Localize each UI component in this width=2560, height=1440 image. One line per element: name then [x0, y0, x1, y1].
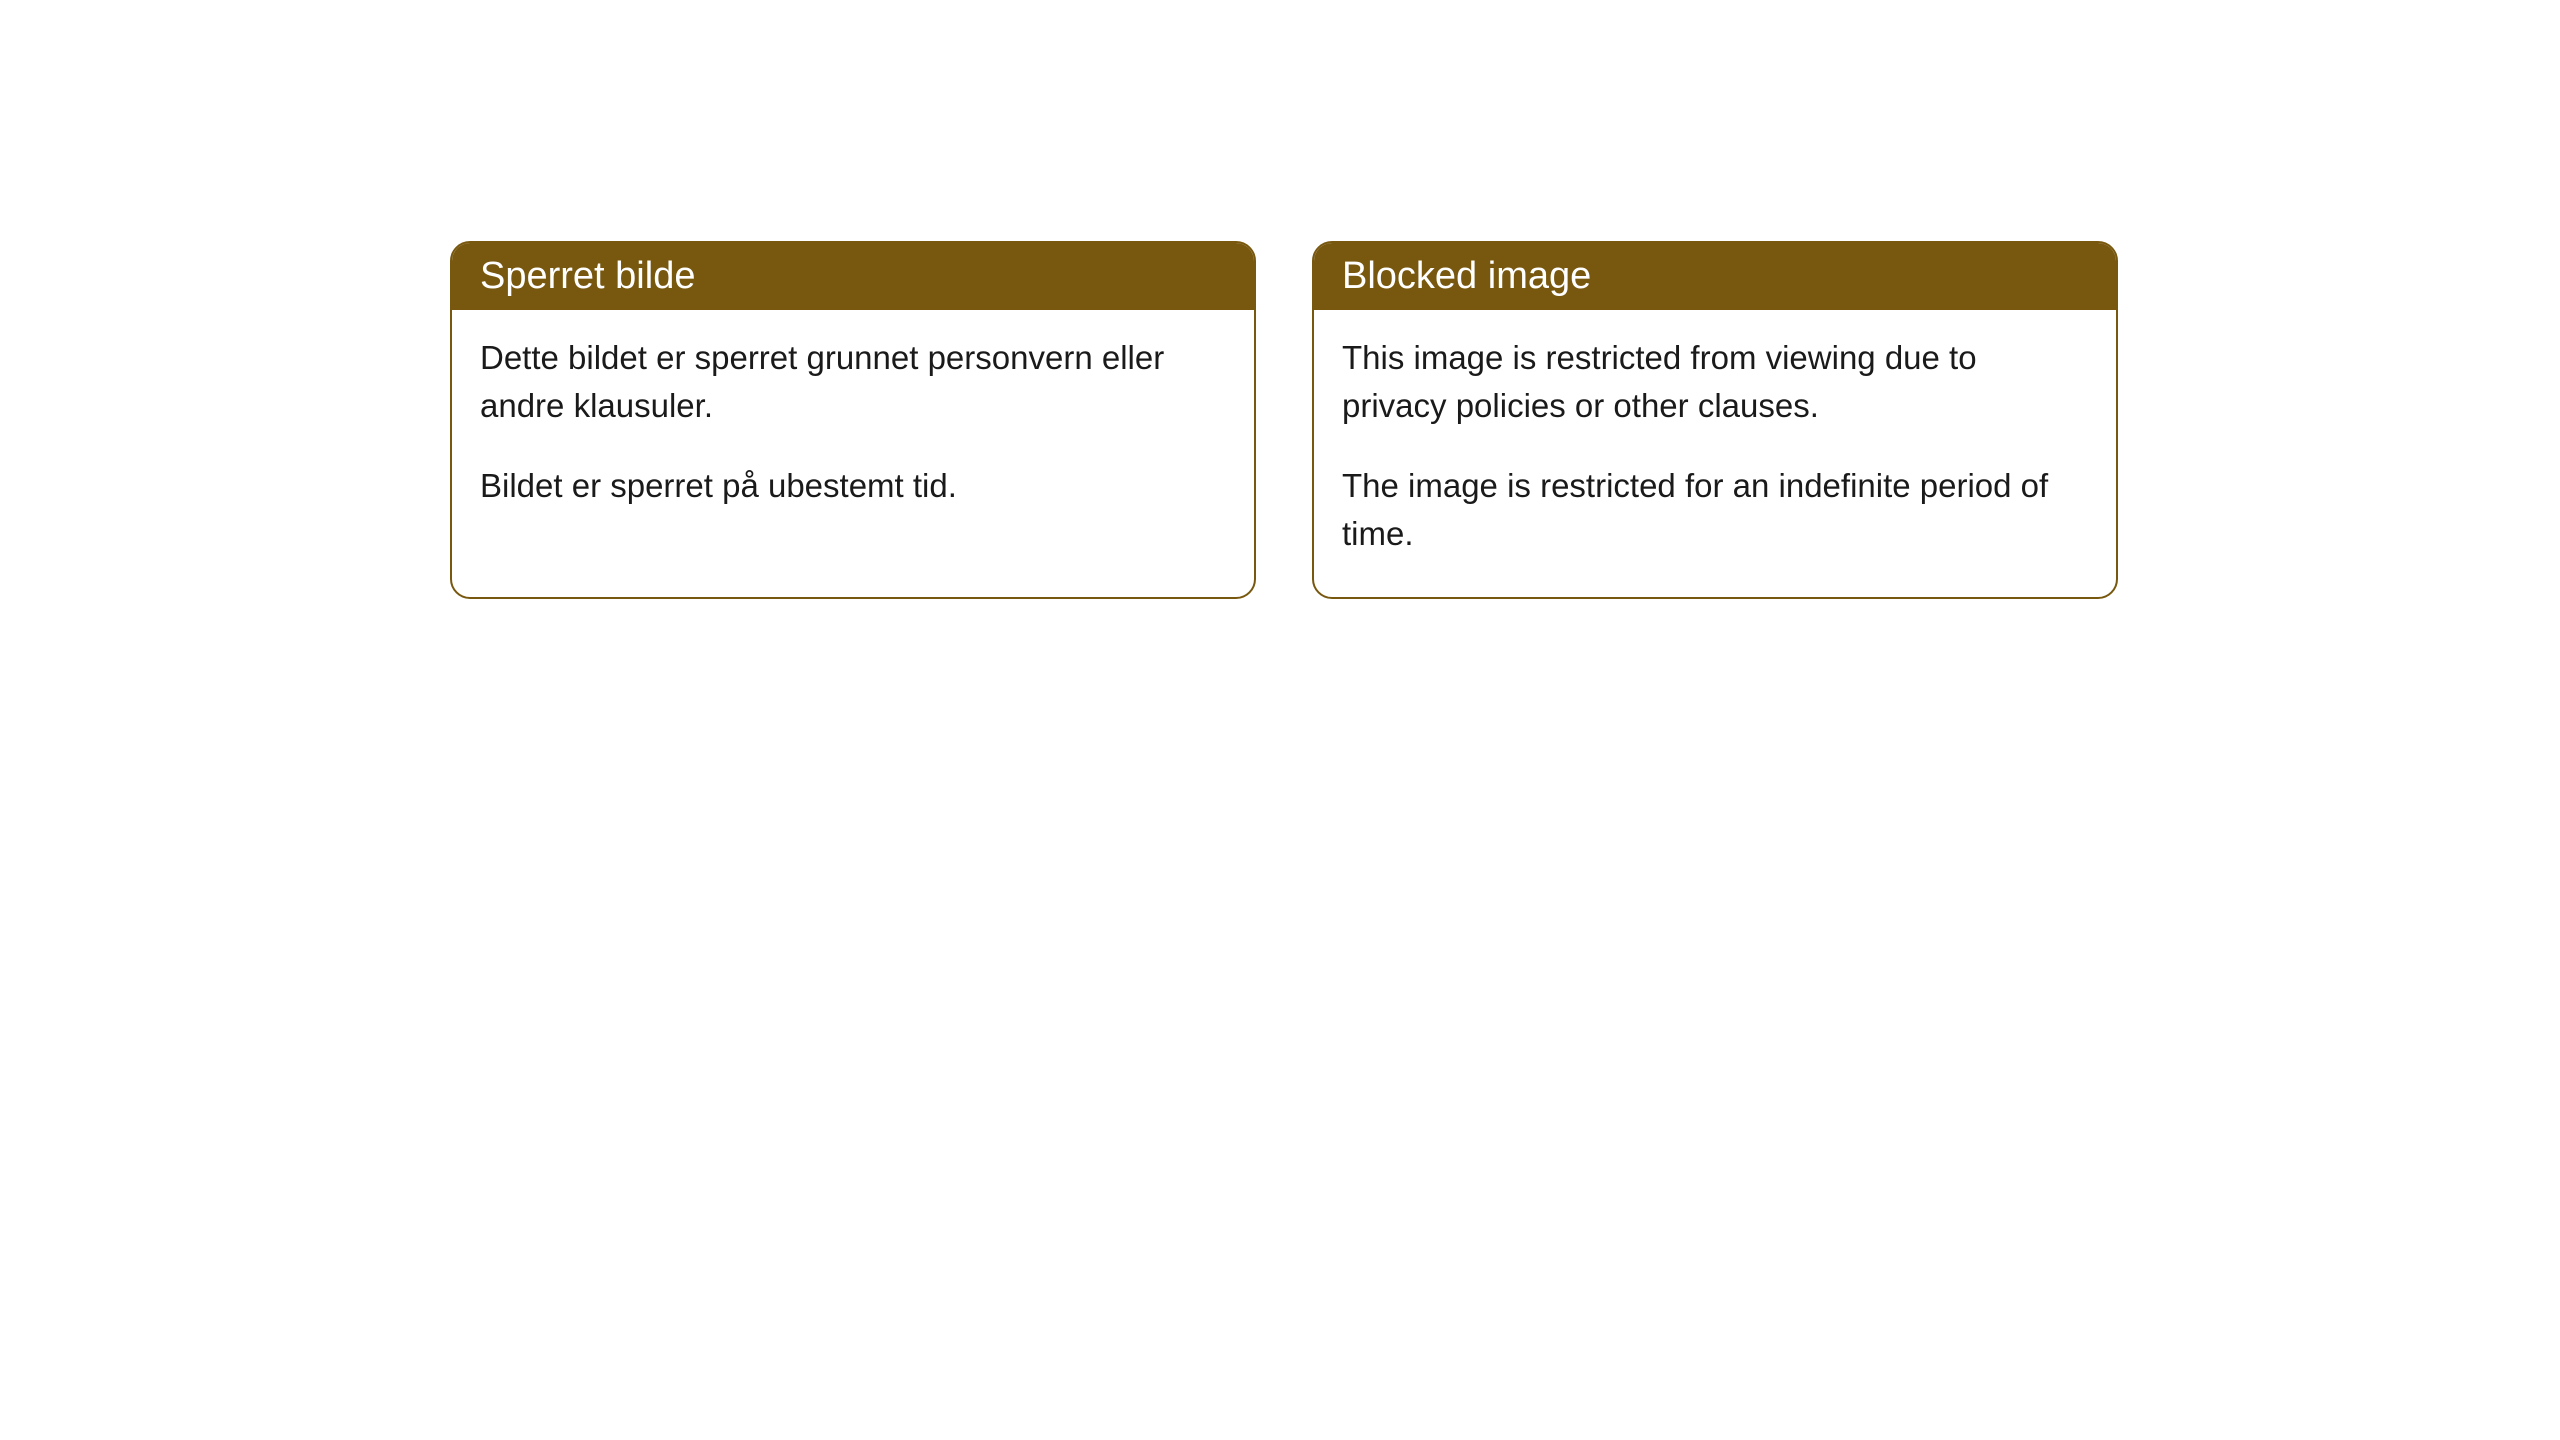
blocked-image-card-norwegian: Sperret bilde Dette bildet er sperret gr… [450, 241, 1256, 599]
card-header-norwegian: Sperret bilde [452, 243, 1254, 310]
card-text-2: Bildet er sperret på ubestemt tid. [480, 462, 1226, 510]
notice-container: Sperret bilde Dette bildet er sperret gr… [0, 0, 2560, 599]
card-body-english: This image is restricted from viewing du… [1314, 310, 2116, 597]
card-text-2: The image is restricted for an indefinit… [1342, 462, 2088, 558]
card-title: Blocked image [1342, 255, 1591, 297]
card-text-1: Dette bildet er sperret grunnet personve… [480, 334, 1226, 430]
card-title: Sperret bilde [480, 255, 695, 297]
card-header-english: Blocked image [1314, 243, 2116, 310]
card-text-1: This image is restricted from viewing du… [1342, 334, 2088, 430]
blocked-image-card-english: Blocked image This image is restricted f… [1312, 241, 2118, 599]
card-body-norwegian: Dette bildet er sperret grunnet personve… [452, 310, 1254, 550]
